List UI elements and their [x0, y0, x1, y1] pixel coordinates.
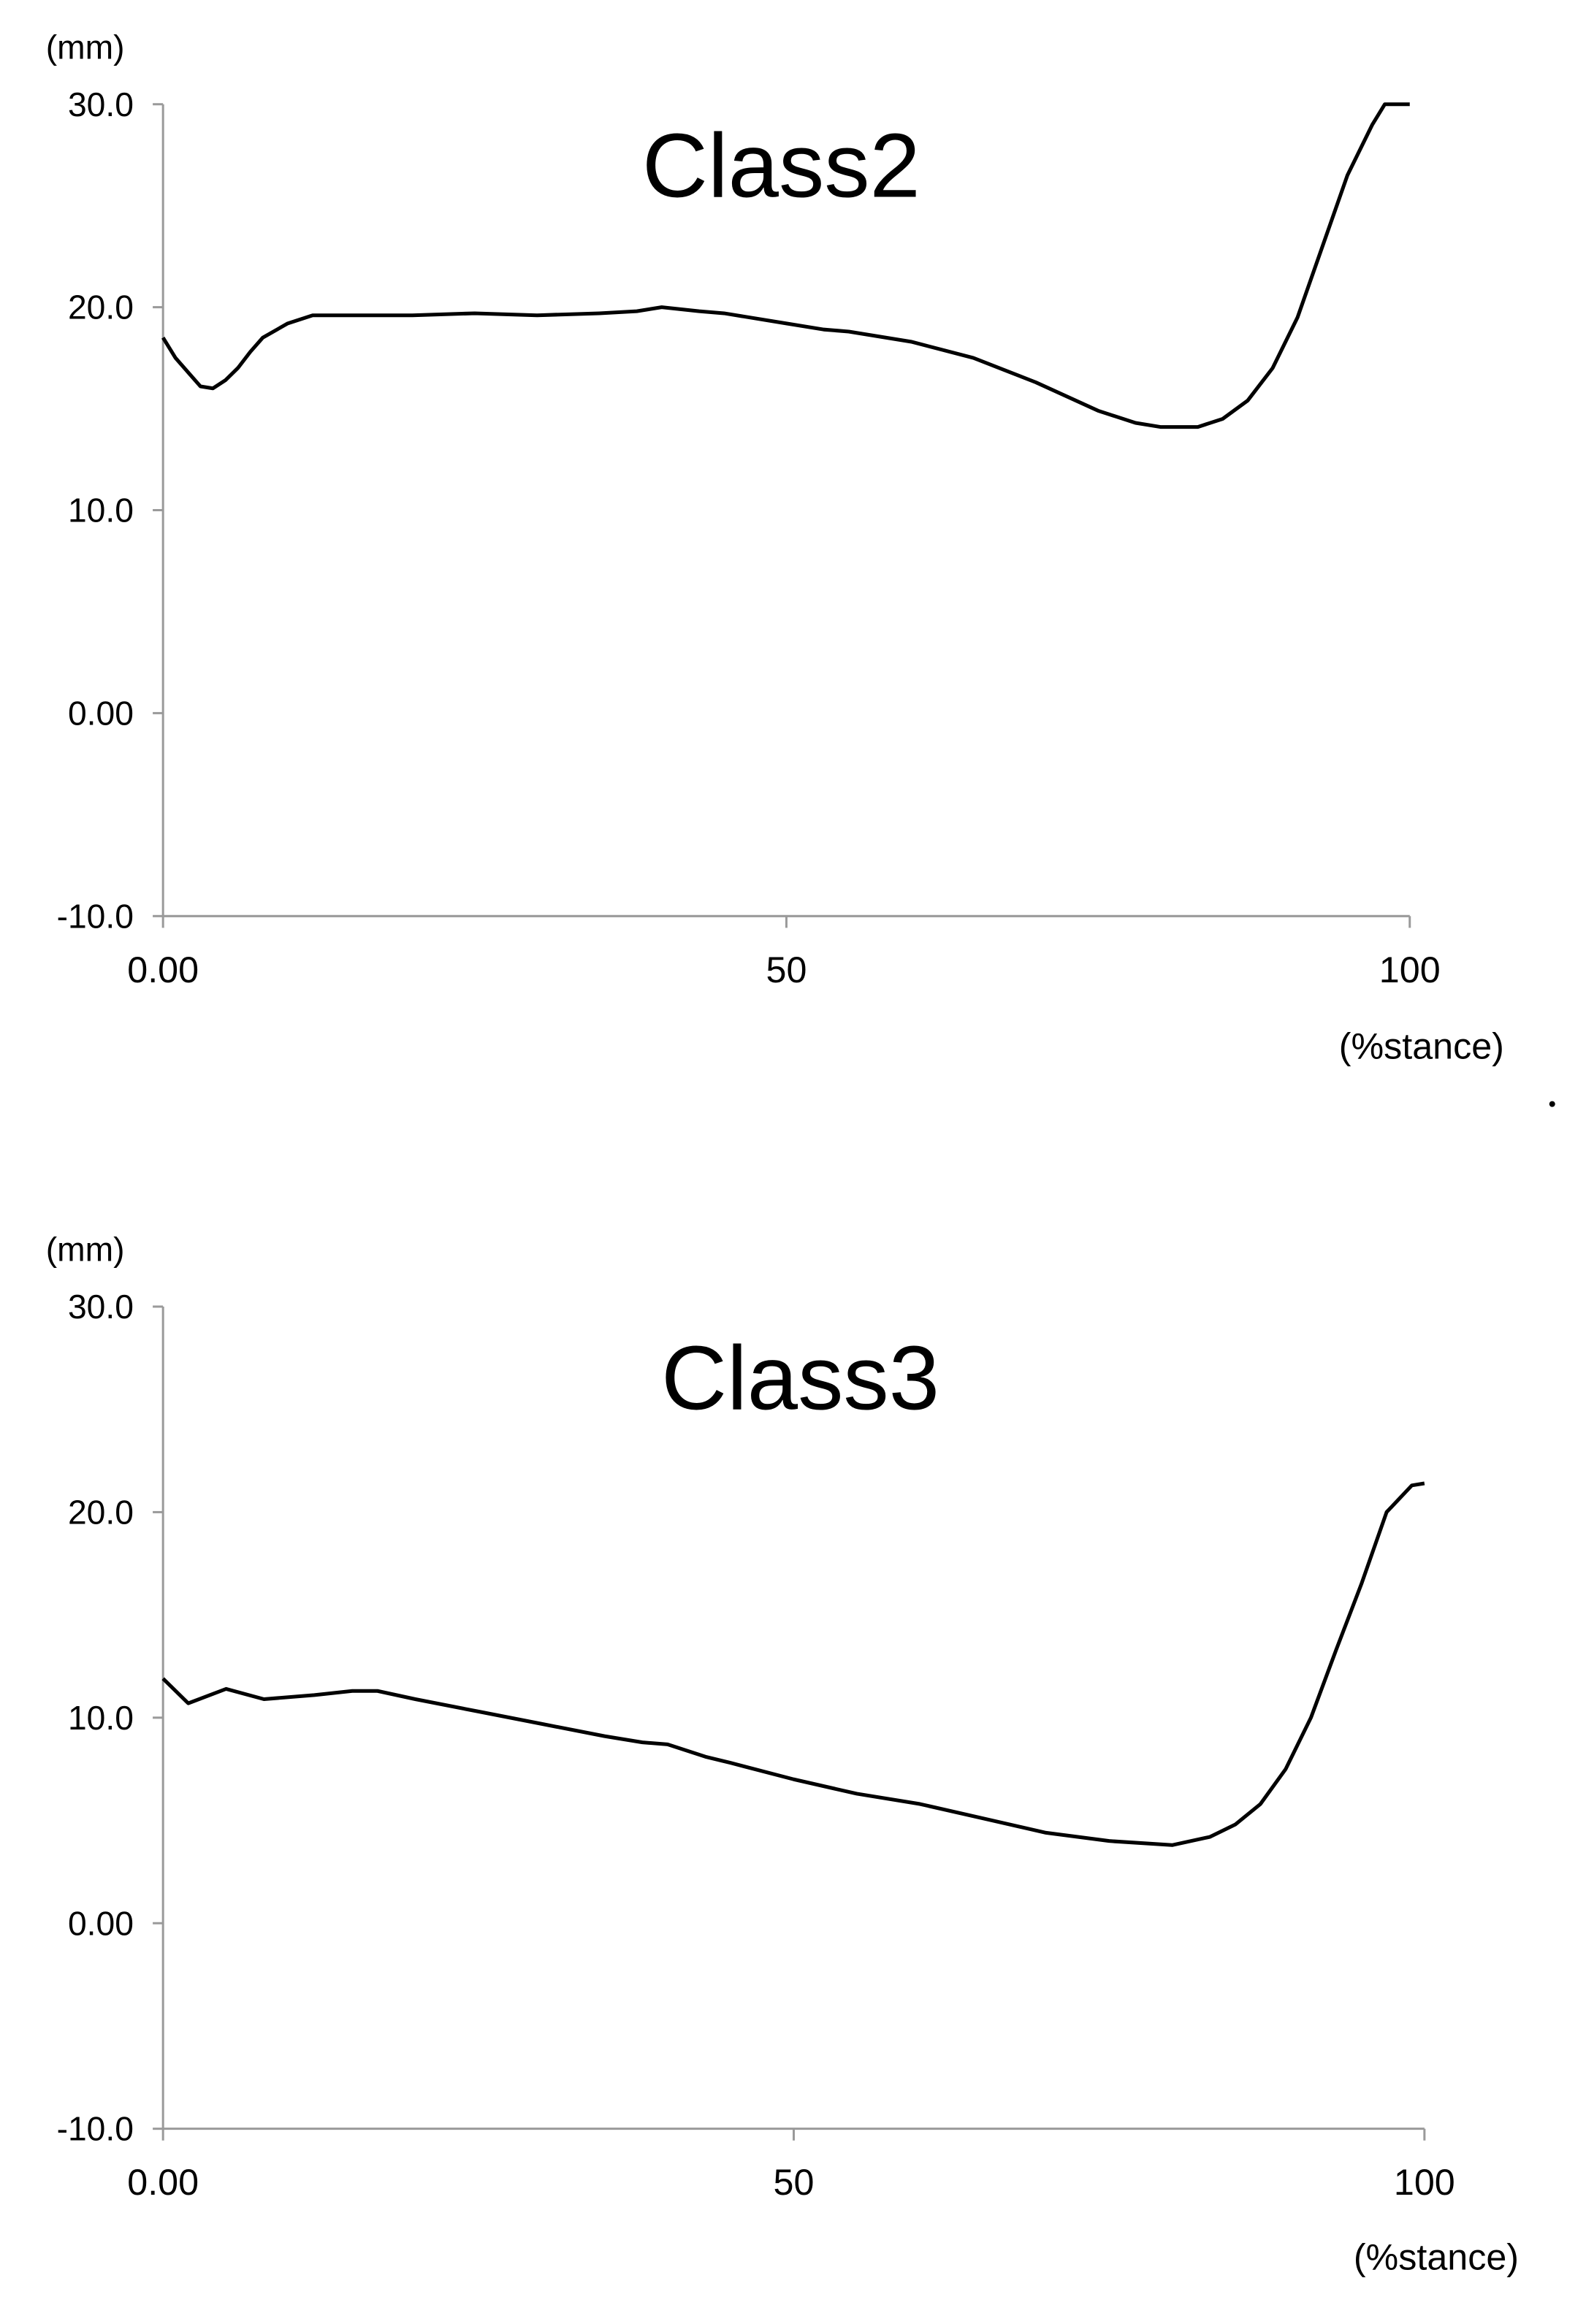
- data-line: [161, 1481, 1425, 1847]
- y-tick-label: -10.0: [57, 2110, 134, 2148]
- y-tick-label: -10.0: [57, 897, 134, 935]
- stray-dot: [1549, 1101, 1555, 1107]
- y-axis-label: (mm): [46, 1231, 125, 1269]
- y-tick-label: 0.00: [68, 694, 134, 732]
- x-tick-label: 0.00: [127, 949, 199, 990]
- y-axis-label: (mm): [46, 28, 125, 66]
- data-line: [161, 102, 1410, 429]
- y-tick-label: 20.0: [68, 288, 134, 326]
- chart: Class2 (mm) (%stance) -10.0 0.00 10.0 20.0 30.0…: [46, 28, 1504, 1066]
- x-tick-label: 100: [1379, 949, 1441, 990]
- x-tick-label: 50: [766, 949, 807, 990]
- y-tick-label: 10.0: [68, 1699, 134, 1737]
- y-tick-label: 10.0: [68, 492, 134, 530]
- x-tick-label: 0.00: [127, 2162, 199, 2203]
- chart-title: Class2: [642, 115, 920, 216]
- chart-title: Class3: [661, 1328, 939, 1429]
- y-tick-label: 30.0: [68, 1288, 134, 1326]
- y-tick-label: 20.0: [68, 1493, 134, 1531]
- y-tick-label: 30.0: [68, 85, 134, 123]
- x-axis-label: (%stance): [1354, 2237, 1519, 2278]
- y-tick-label: 0.00: [68, 1904, 134, 1942]
- x-axis-label: (%stance): [1339, 1025, 1504, 1066]
- x-tick-label: 50: [774, 2162, 815, 2203]
- x-tick-label: 100: [1394, 2162, 1455, 2203]
- chart: Class3 (mm) (%stance) -10.0 0.00 10.0 20.0 30.0…: [46, 1231, 1519, 2278]
